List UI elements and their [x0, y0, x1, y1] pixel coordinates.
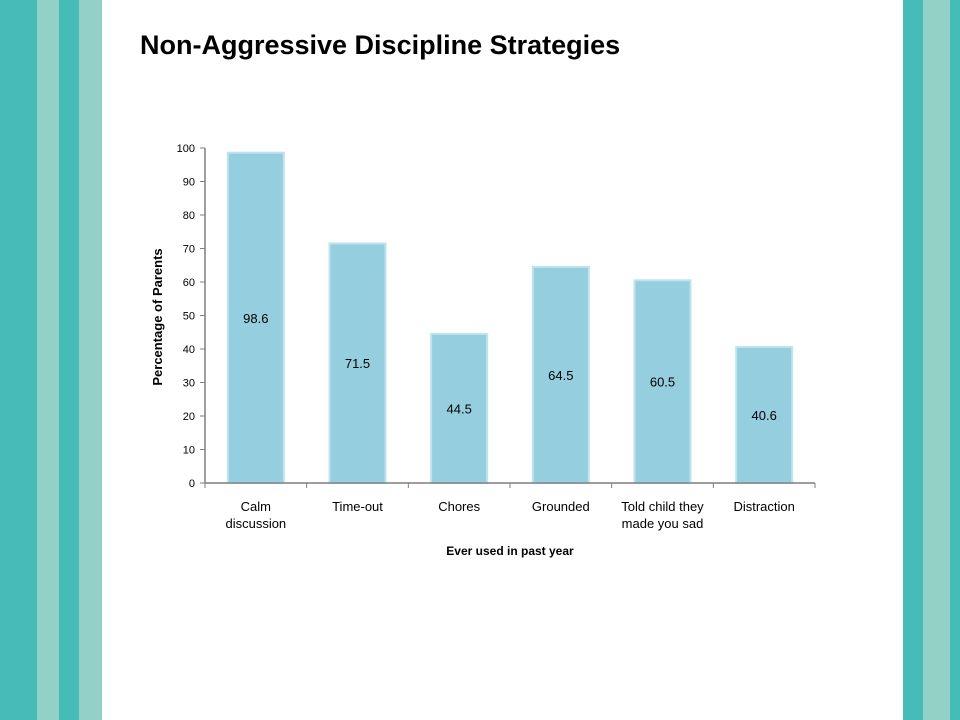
y-tick-label: 90 [183, 177, 195, 189]
bars-layer [226, 151, 794, 485]
x-tick-label: Time-out [332, 499, 383, 514]
x-tick-label: Calm discussion [225, 499, 286, 531]
data-label: 40.6 [752, 408, 777, 423]
x-tick-label: Grounded [532, 499, 590, 514]
bar [633, 279, 692, 485]
data-label: 60.5 [650, 375, 675, 390]
y-tick-label: 40 [183, 344, 195, 356]
y-tick-label: 80 [183, 210, 195, 222]
y-tick-label: 100 [177, 143, 195, 155]
data-label: 98.6 [243, 311, 268, 326]
y-axis-label: Percentage of Parents [150, 248, 165, 385]
left-stripe-outer [0, 0, 37, 720]
data-label: 64.5 [548, 368, 573, 383]
data-label: 44.5 [447, 401, 472, 416]
y-tick-label: 0 [189, 478, 195, 490]
axes-layer [200, 147, 816, 488]
y-tick-label: 20 [183, 411, 195, 423]
y-tick-label: 30 [183, 378, 195, 390]
bar [735, 345, 794, 484]
left-stripe-inner [37, 0, 59, 720]
left-stripe-edge [79, 0, 102, 720]
data-label: 71.5 [345, 356, 370, 371]
y-tick-label: 60 [183, 277, 195, 289]
bar [531, 265, 590, 484]
right-stripe-outer [950, 0, 960, 720]
right-stripe-edge [903, 0, 923, 720]
x-axis-label: Ever used in past year [446, 544, 574, 558]
labels-layer: 98.6 71.5 44.5 64.5 60.5 40.6 0 10 20 30 40 50 60 70 8… [177, 143, 795, 531]
left-stripe-band [59, 0, 79, 720]
x-tick-label: Told child they made you sad [621, 499, 704, 531]
slide-title: Non-Aggressive Discipline Strategies [140, 30, 621, 60]
y-tick-label: 10 [183, 445, 195, 457]
x-tick-label: Chores [438, 499, 480, 514]
y-tick-label: 50 [183, 311, 195, 323]
y-tick-label: 70 [183, 244, 195, 256]
x-tick-label: Distraction [733, 499, 794, 514]
right-stripe-inner [923, 0, 950, 720]
